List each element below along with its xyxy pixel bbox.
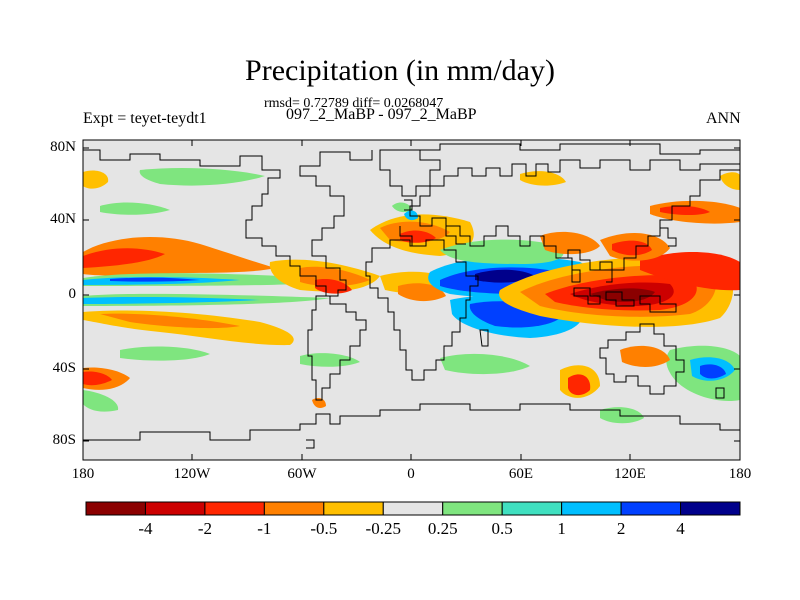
coastlines (83, 143, 740, 449)
contour-shade (83, 390, 119, 412)
contour-shade (300, 353, 360, 367)
contour-shade (640, 251, 740, 291)
lon-label: 180 (728, 466, 752, 482)
lon-label: 60W (287, 466, 317, 482)
colorbar-swatch (442, 501, 503, 516)
precipitation-contours (83, 168, 740, 424)
coastline-australia (599, 323, 685, 395)
lon-label: 60E (508, 466, 534, 482)
colorbar-swatch (263, 501, 325, 516)
colorbar-swatch (85, 501, 146, 516)
lon-label: 0 (407, 466, 415, 482)
coastline-madagascar (479, 329, 489, 347)
contour-shade (100, 313, 240, 329)
coastline-africa (365, 239, 479, 381)
colorbar-label: 0.25 (427, 519, 458, 538)
contour-shade (110, 277, 200, 282)
coastline-indochina (560, 257, 613, 283)
lat-label: 80N (50, 139, 76, 155)
lon-label: 180 (71, 466, 95, 482)
colorbar-swatch (144, 501, 206, 516)
coastline-greenland (379, 149, 441, 197)
axis-ticks (83, 140, 740, 460)
colorbar-label: 1 (557, 519, 566, 538)
experiment-label: Expt = teyet-teydt1 (83, 110, 207, 127)
coastline-new-zealand (715, 387, 725, 399)
contour-shade (139, 168, 265, 186)
contour-shade (600, 407, 644, 424)
contour-shade (120, 346, 210, 361)
lon-label: 120E (614, 466, 646, 482)
colorbar-swatch (323, 501, 384, 516)
colorbar-label: 4 (676, 519, 685, 538)
contour-shade (475, 269, 535, 283)
contour-shade (404, 210, 418, 221)
contour-shade (83, 371, 112, 386)
lat-label: 80S (52, 432, 76, 448)
colorbar-label: 2 (616, 519, 626, 538)
colorbar-swatch (680, 501, 741, 516)
colorbar (85, 501, 741, 516)
lat-label: 40N (50, 211, 76, 227)
contour-shade (83, 248, 165, 268)
colorbar-label: -2 (197, 519, 212, 538)
contour-shade (568, 374, 591, 396)
stats-line: rmsd= 0.72789 diff= 0.0268047 (264, 96, 444, 111)
lon-label: 120W (173, 466, 211, 482)
colorbar-label: -0.25 (365, 519, 401, 538)
contour-shade (520, 171, 566, 186)
coastline-japan (660, 227, 677, 247)
contour-shade (700, 364, 726, 379)
contour-shade (612, 240, 652, 256)
contour-shade (83, 170, 109, 189)
colorbar-label: -1 (257, 519, 272, 538)
coastline-south-america (307, 295, 367, 401)
colorbar-swatch (620, 501, 682, 516)
coastline-maritime-continent (573, 287, 677, 313)
cases-line: 097_2_MaBP - 097_2_MaBP (286, 106, 477, 123)
contour-shade (83, 237, 275, 276)
coastline-eurasia (409, 143, 740, 271)
contour-shade (540, 231, 600, 255)
colorbar-swatch (501, 501, 563, 516)
season-label: ANN (706, 110, 741, 127)
coastline-north-america (83, 149, 373, 297)
contour-shade (440, 353, 530, 375)
lat-label: 40S (52, 360, 76, 376)
contour-shade (398, 283, 446, 302)
contour-shade (720, 172, 740, 190)
colorbar-swatch (561, 501, 622, 516)
chart-title: Precipitation (in mm/day) (245, 54, 555, 87)
colorbar-label: 0.5 (491, 519, 513, 538)
lat-label: 0 (68, 286, 77, 302)
coastline-europe-detail (399, 199, 466, 247)
contour-shade (100, 202, 170, 215)
coastline-antarctica (83, 403, 740, 441)
colorbar-label: -4 (138, 519, 153, 538)
colorbar-label: -0.5 (310, 519, 338, 538)
coastline-antarctic-peninsula (306, 439, 315, 449)
contour-shade (620, 345, 670, 367)
colorbar-swatch (382, 501, 444, 516)
colorbar-swatch (204, 501, 265, 516)
contour-shade (83, 296, 260, 304)
